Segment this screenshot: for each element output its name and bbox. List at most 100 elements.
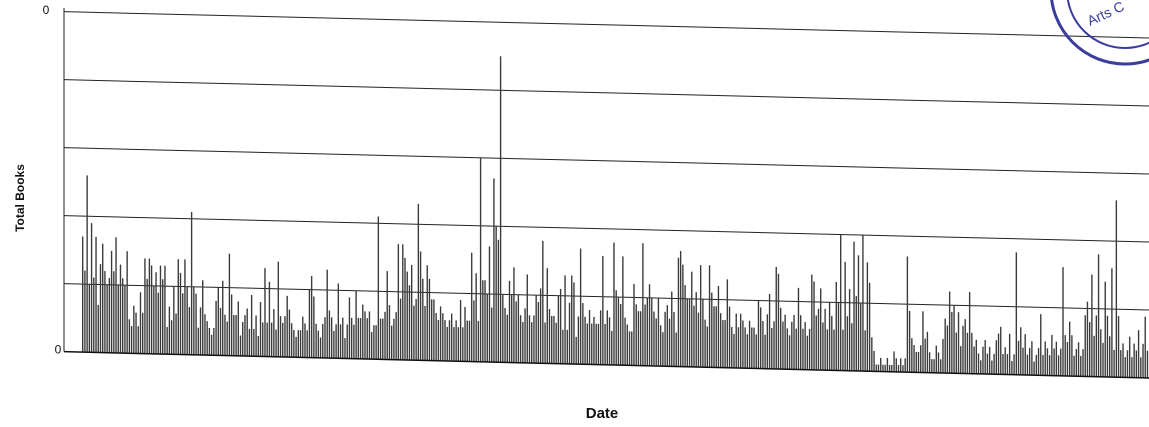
gridlines bbox=[63, 11, 1149, 311]
bar bbox=[1126, 350, 1129, 378]
bar bbox=[817, 308, 820, 370]
bar bbox=[928, 352, 931, 373]
bar bbox=[673, 312, 675, 367]
bar bbox=[313, 296, 315, 358]
bar bbox=[466, 320, 468, 362]
bar bbox=[968, 292, 971, 374]
bar bbox=[895, 358, 897, 372]
bar bbox=[1080, 355, 1082, 377]
bar bbox=[577, 316, 580, 365]
bar bbox=[691, 271, 693, 367]
bar bbox=[973, 346, 975, 374]
bar bbox=[204, 314, 206, 356]
bar bbox=[548, 309, 551, 364]
bar bbox=[746, 334, 749, 369]
bar bbox=[408, 285, 411, 361]
bar bbox=[704, 319, 706, 368]
bar-series bbox=[82, 56, 1149, 378]
bar bbox=[737, 327, 740, 369]
bar bbox=[1097, 254, 1100, 377]
bar bbox=[1086, 301, 1089, 377]
bar bbox=[915, 351, 917, 373]
bar bbox=[213, 328, 215, 356]
bar bbox=[864, 330, 866, 372]
bar bbox=[399, 298, 402, 360]
bar bbox=[339, 324, 342, 359]
bar bbox=[706, 326, 709, 368]
bar bbox=[1113, 349, 1115, 378]
bar bbox=[862, 235, 864, 372]
y-tick-label: 0 bbox=[43, 3, 50, 17]
bar bbox=[268, 281, 271, 357]
bar bbox=[813, 281, 815, 370]
bar bbox=[137, 326, 139, 354]
institution-stamp: Arts C bbox=[1050, 0, 1149, 66]
bar bbox=[771, 328, 773, 369]
bar bbox=[148, 258, 151, 354]
bar bbox=[551, 315, 553, 364]
bar bbox=[362, 304, 364, 359]
bar bbox=[868, 282, 871, 372]
bar bbox=[711, 292, 713, 368]
bar bbox=[322, 323, 324, 358]
bar bbox=[457, 327, 460, 362]
bar bbox=[904, 358, 906, 373]
bar bbox=[333, 331, 335, 359]
bar bbox=[1031, 341, 1033, 376]
bar bbox=[780, 307, 782, 370]
bar bbox=[330, 317, 333, 359]
bar bbox=[115, 237, 117, 353]
bar bbox=[473, 300, 475, 362]
bar bbox=[699, 265, 702, 368]
bar bbox=[657, 298, 660, 367]
bar bbox=[1064, 335, 1066, 376]
bar bbox=[708, 265, 711, 368]
bar bbox=[106, 284, 108, 353]
bar bbox=[1022, 347, 1024, 375]
bar bbox=[479, 157, 482, 362]
bar bbox=[397, 244, 400, 360]
bar bbox=[542, 240, 544, 364]
bar bbox=[393, 318, 395, 360]
bar bbox=[666, 305, 669, 367]
bar bbox=[419, 251, 422, 361]
bar bbox=[533, 315, 535, 364]
bar bbox=[842, 329, 844, 371]
bar bbox=[357, 317, 360, 359]
bar bbox=[726, 279, 729, 368]
bar bbox=[279, 316, 282, 357]
bar bbox=[368, 311, 371, 360]
bar bbox=[508, 280, 511, 363]
bar bbox=[1026, 354, 1029, 376]
bar bbox=[1068, 321, 1071, 377]
bar bbox=[1066, 342, 1069, 376]
bar bbox=[593, 316, 595, 365]
bar bbox=[557, 295, 560, 364]
bar bbox=[288, 309, 291, 358]
bar bbox=[342, 317, 344, 359]
bar bbox=[335, 324, 337, 359]
bar bbox=[1060, 348, 1062, 376]
bar bbox=[966, 332, 969, 374]
bar bbox=[608, 317, 611, 365]
bar bbox=[350, 317, 353, 359]
bar bbox=[210, 334, 213, 356]
bar bbox=[1053, 348, 1055, 376]
bar bbox=[982, 346, 984, 374]
bar bbox=[793, 314, 795, 370]
bar bbox=[1028, 347, 1031, 376]
bar bbox=[424, 306, 426, 361]
bar bbox=[624, 317, 626, 366]
bar bbox=[477, 320, 480, 362]
bar bbox=[502, 294, 504, 363]
bar bbox=[775, 266, 777, 369]
bar bbox=[1035, 354, 1038, 376]
bar bbox=[846, 316, 849, 371]
bar bbox=[1057, 355, 1060, 376]
bar bbox=[653, 311, 655, 366]
bar bbox=[455, 320, 457, 362]
bar bbox=[1111, 268, 1113, 378]
bar bbox=[139, 292, 142, 354]
bar bbox=[568, 302, 571, 364]
